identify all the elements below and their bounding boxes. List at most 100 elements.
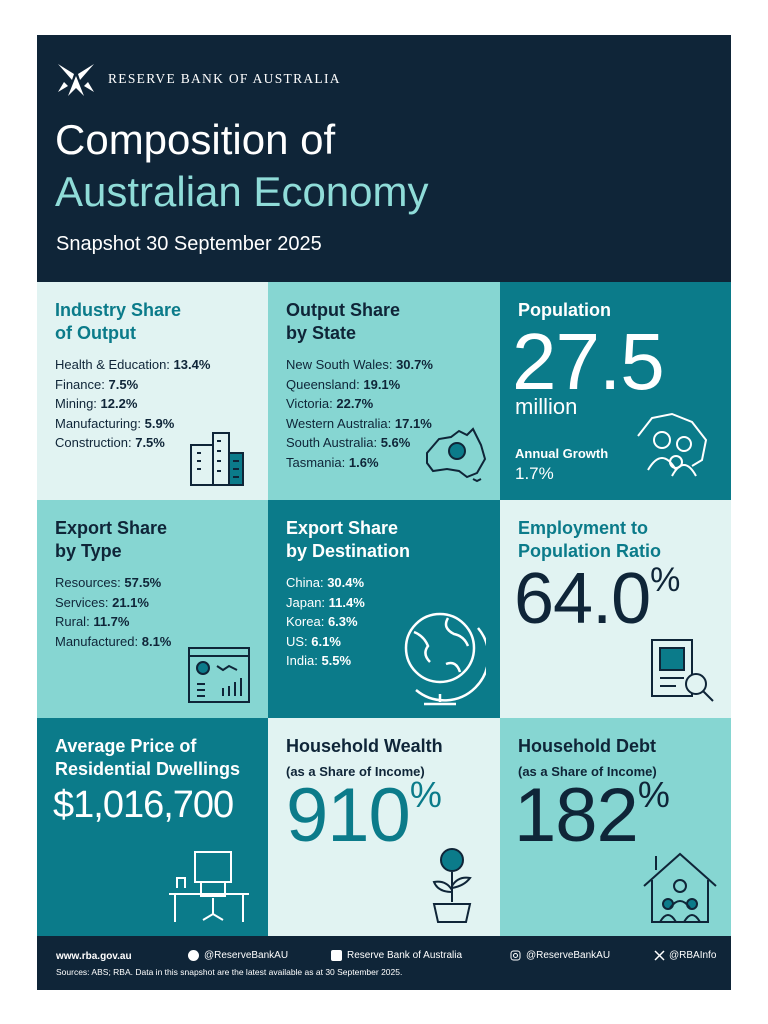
item-label: Queensland:	[286, 376, 360, 392]
item-value: 6.3%	[327, 614, 358, 629]
title-line: Composition of	[55, 116, 336, 163]
list-item: Korea: 6.3%	[286, 612, 482, 632]
globe-icon	[404, 612, 486, 706]
tile-subtitle: (as a Share of Income)	[286, 764, 425, 779]
list-item: Health & Education: 13.4%	[55, 355, 250, 375]
item-value: 5.9%	[144, 415, 175, 431]
item-label: Tasmania:	[286, 454, 346, 470]
population-value: 27.5	[512, 317, 665, 406]
title-line: Australian Economy	[55, 168, 429, 215]
item-value: 6.1%	[311, 633, 341, 649]
wealth-unit: %	[409, 774, 442, 815]
list-item: US: 6.1%	[286, 632, 482, 652]
tile-title: by Type	[55, 541, 122, 561]
item-list: Resources: 57.5% Services: 21.1% Rural: 11…	[55, 573, 250, 651]
item-value: 7.5%	[108, 376, 139, 392]
item-value: 30.7%	[396, 357, 433, 372]
list-item: Western Australia: 17.1%	[286, 414, 482, 434]
wealth-tile: Household Wealth (as a Share of Income) …	[268, 718, 500, 936]
linkedin-icon	[331, 950, 342, 961]
tile-title: Industry Share	[55, 300, 182, 320]
growth-label: Annual Growth	[515, 446, 609, 461]
x-icon	[654, 950, 665, 961]
employment-unit: %	[650, 561, 681, 599]
list-item: Manufactured: 8.1%	[55, 632, 250, 652]
list-item: South Australia: 5.6%	[286, 433, 482, 453]
item-label: New South Wales:	[286, 357, 393, 372]
tile-title: Residential Dwellings	[55, 759, 241, 779]
list-item: Victoria: 22.7%	[286, 394, 482, 414]
list-item: Services: 21.1%	[55, 593, 250, 613]
item-label: Victoria:	[286, 396, 333, 411]
instagram-icon	[510, 950, 521, 961]
tile-title: Household Wealth	[286, 736, 443, 756]
item-value: 12.2%	[100, 396, 138, 411]
item-label: India:	[286, 653, 318, 668]
dwellings-value: $1,016,700	[53, 784, 234, 826]
growth-value: 1.7%	[515, 464, 554, 483]
x-handle: @RBAInfo	[669, 950, 717, 961]
tile-title: Household Debt	[518, 736, 656, 756]
list-item: Finance: 7.5%	[55, 375, 250, 395]
item-label: China:	[286, 575, 324, 590]
item-label: Korea:	[286, 614, 325, 629]
facebook-link[interactable]: @ReserveBankAU	[188, 950, 288, 961]
item-label: Manufactured:	[55, 633, 139, 649]
population-tile: Population 27.5 million Annual Growth 1.…	[500, 282, 731, 500]
item-label: Finance:	[55, 376, 105, 392]
item-value: 57.5%	[124, 575, 162, 590]
building-icon	[190, 432, 244, 486]
export-type-tile: Export Share by Type Resources: 57.5% Serv…	[37, 500, 268, 718]
list-item: Resources: 57.5%	[55, 573, 250, 593]
item-value: 5.5%	[321, 653, 352, 668]
list-item: Mining: 12.2%	[55, 394, 250, 414]
item-value: 22.7%	[336, 396, 374, 411]
instagram-handle: @ReserveBankAU	[526, 950, 611, 961]
list-item: New South Wales: 30.7%	[286, 355, 482, 375]
list-item: China: 30.4%	[286, 573, 482, 593]
employment-tile: Employment to Population Ratio 64.0%	[500, 500, 731, 718]
item-label: Japan:	[286, 594, 326, 610]
item-value: 13.4%	[173, 357, 211, 372]
wealth-value: 910	[286, 773, 411, 858]
item-value: 5.6%	[380, 435, 411, 450]
debt-value: 182	[514, 773, 639, 858]
item-value: 17.1%	[394, 415, 432, 431]
list-item: Japan: 11.4%	[286, 593, 482, 613]
profile-icon	[651, 639, 714, 702]
item-value: 1.6%	[348, 454, 379, 470]
tile-title: by Destination	[286, 541, 411, 561]
website[interactable]: www.rba.gov.au	[56, 951, 132, 962]
instagram-link[interactable]: @ReserveBankAU	[510, 950, 610, 961]
item-list: China: 30.4% Japan: 11.4% Korea: 6.3% US: 6…	[286, 573, 482, 671]
sources: Sources: ABS; RBA. Data in this snapshot…	[56, 967, 403, 977]
tile-title: Population	[518, 300, 611, 320]
debt-tile: Household Debt (as a Share of Income) 18…	[500, 718, 731, 936]
list-item: Manufacturing: 5.9%	[55, 414, 250, 434]
list-item: Construction: 7.5%	[55, 433, 250, 453]
item-label: South Australia:	[286, 435, 378, 450]
industry-tile: Industry Share of Output Health & Educati…	[37, 282, 268, 500]
item-value: 7.5%	[135, 435, 165, 450]
dashboard-icon	[188, 647, 250, 703]
employment-value: 64.0	[514, 559, 651, 639]
tile-title: Export Share	[286, 518, 399, 538]
tile-title: Output Share	[286, 300, 401, 320]
item-value: 30.4%	[327, 575, 365, 590]
logo	[58, 64, 94, 96]
desk-icon	[169, 851, 249, 922]
list-item: Tasmania: 1.6%	[286, 453, 482, 473]
item-value: 11.7%	[93, 614, 130, 629]
x-link[interactable]: @RBAInfo	[654, 950, 716, 961]
population-unit: million	[515, 394, 578, 419]
export-destination-tile: Export Share by Destination China: 30.4% J…	[268, 500, 500, 718]
facebook-icon	[188, 950, 199, 961]
organization: RESERVE BANK OF AUSTRALIA	[108, 71, 341, 86]
linkedin-link[interactable]: Reserve Bank of Australia	[331, 950, 462, 961]
tile-title: Population Ratio	[518, 541, 661, 561]
item-label: Rural:	[55, 614, 90, 629]
tile-subtitle: (as a Share of Income)	[518, 764, 657, 779]
tile-title: Export Share	[55, 518, 168, 538]
item-label: Western Australia:	[286, 415, 392, 431]
item-value: 8.1%	[141, 633, 172, 649]
